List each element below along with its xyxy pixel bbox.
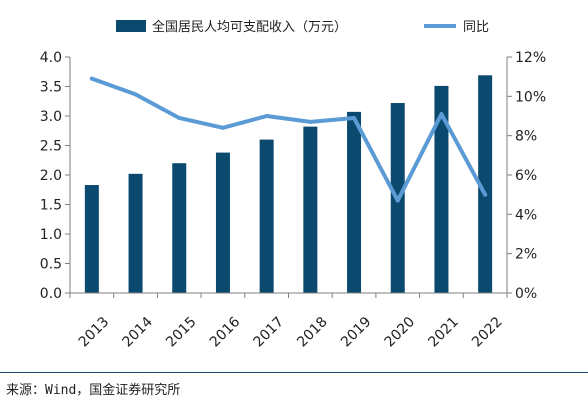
- left-tick-label: 2.5: [40, 139, 62, 155]
- line-point: [264, 114, 269, 118]
- line-series: [89, 76, 488, 203]
- x-tick-label: 2021: [425, 314, 462, 351]
- bar: [434, 85, 449, 293]
- line-point: [395, 198, 400, 203]
- line-point: [483, 192, 488, 197]
- x-tick-label: 2022: [469, 314, 506, 351]
- x-axis: 2013 2014 2015 2016 2017 2018 2019 2020 2021 2022: [69, 292, 508, 351]
- x-tick-label: 2013: [76, 314, 113, 351]
- right-tick-label: 12%: [515, 50, 546, 66]
- left-tick-label: 1.0: [40, 227, 62, 243]
- left-tick-label: 0.0: [40, 286, 62, 302]
- left-tick-label: 2.0: [40, 168, 62, 184]
- x-tick-label: 2018: [294, 314, 331, 351]
- line-point: [177, 115, 182, 120]
- bar: [84, 185, 99, 293]
- bar: [259, 139, 274, 293]
- line-point: [133, 92, 138, 97]
- bar: [478, 75, 493, 293]
- line-point: [308, 119, 313, 124]
- bar: [128, 173, 143, 293]
- x-tick-label: 2017: [251, 314, 288, 351]
- right-tick-label: 10%: [515, 89, 546, 105]
- legend-line-label: 同比: [463, 20, 489, 35]
- x-tick-label: 2019: [338, 314, 375, 351]
- x-tick-label: 2014: [119, 314, 156, 351]
- legend-bar-label: 全国居民人均可支配收入（万元）: [152, 19, 347, 35]
- right-tick-label: 2%: [515, 247, 537, 263]
- x-tick-label: 2020: [382, 314, 419, 351]
- legend: 全国居民人均可支配收入（万元） 同比: [116, 19, 489, 35]
- source-note: 来源：Wind，国金证券研究所: [6, 383, 181, 398]
- source-divider: [0, 372, 588, 373]
- left-tick-label: 1.5: [40, 198, 62, 214]
- line-path: [89, 76, 488, 203]
- right-axis: 0% 2% 4% 6% 8% 10% 12%: [506, 50, 546, 302]
- left-tick-label: 3.5: [40, 80, 62, 96]
- bar-series: [84, 75, 493, 294]
- left-axis: 0.0 0.5 1.0 1.5 2.0 2.5 3.0 3.5 4.0: [40, 50, 71, 302]
- right-tick-label: 8%: [515, 129, 537, 145]
- left-tick-label: 0.5: [40, 257, 62, 273]
- left-tick-label: 3.0: [40, 109, 62, 125]
- line-point: [89, 76, 94, 81]
- right-tick-label: 0%: [515, 286, 537, 302]
- chart: 全国居民人均可支配收入（万元） 同比 0.0 0.5 1.0 1.5 2.0 2.5 3.0…: [40, 19, 546, 351]
- x-tick-label: 2016: [207, 314, 244, 351]
- bar: [215, 152, 230, 293]
- bar: [303, 126, 318, 294]
- bar: [347, 111, 362, 294]
- line-point: [439, 112, 444, 117]
- bar: [172, 163, 187, 293]
- right-tick-label: 4%: [515, 207, 537, 223]
- right-tick-label: 6%: [515, 168, 537, 184]
- line-point: [220, 125, 225, 130]
- x-tick-label: 2015: [163, 314, 200, 351]
- line-point: [352, 115, 357, 120]
- legend-bar-swatch: [116, 20, 146, 32]
- left-tick-label: 4.0: [40, 50, 62, 66]
